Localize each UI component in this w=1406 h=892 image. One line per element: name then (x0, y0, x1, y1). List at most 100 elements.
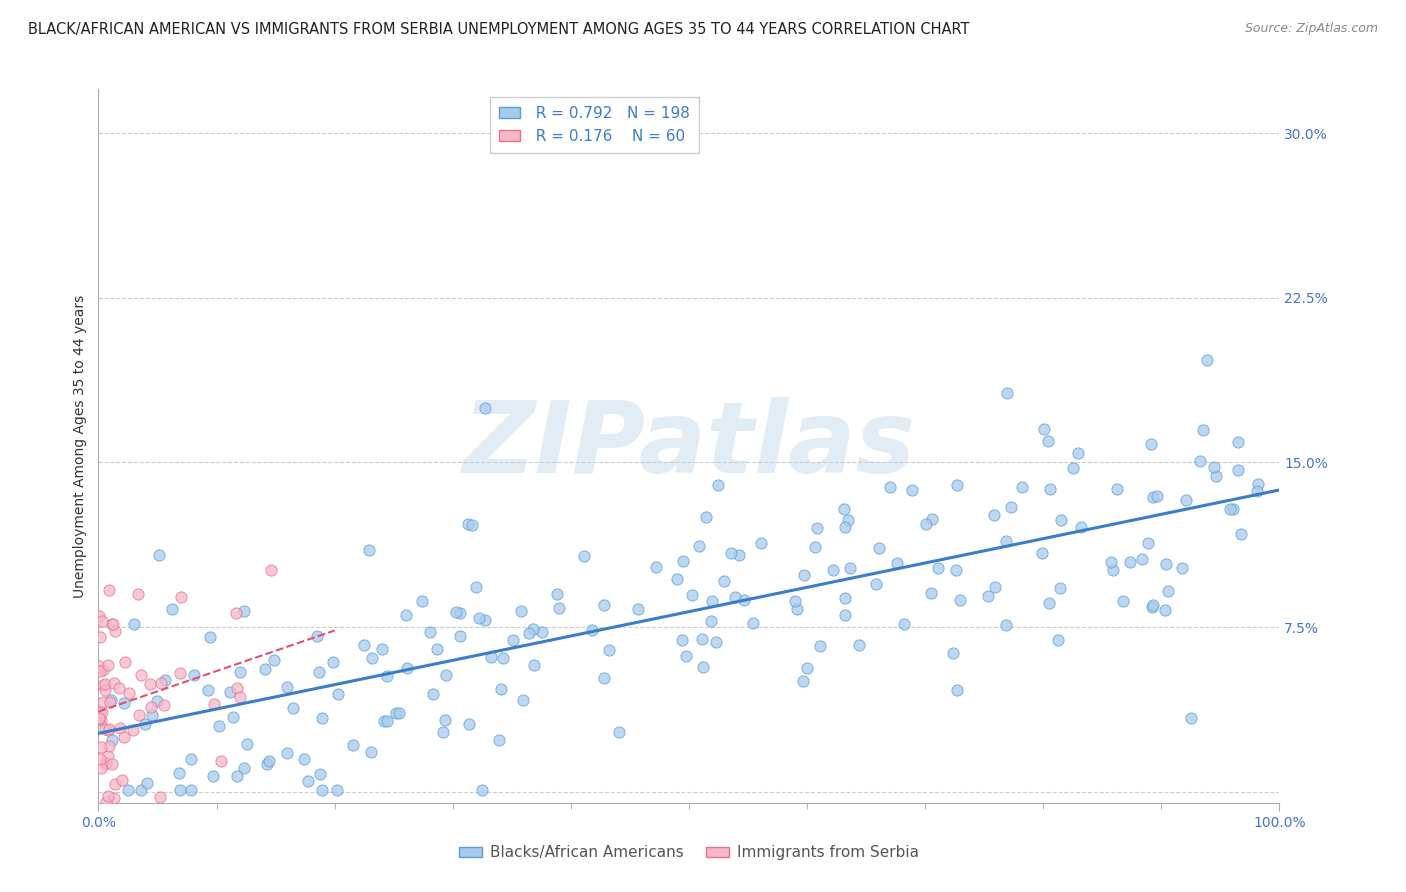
Point (713, 574, 735, 589)
Point (1195, 353, 1218, 368)
Point (98, 695, 121, 709)
Point (153, 673, 176, 687)
Point (117, 782, 139, 797)
Point (1070, 520, 1092, 534)
Point (103, 675, 125, 690)
Point (1049, 513, 1071, 527)
Point (202, 769, 225, 783)
Point (786, 602, 808, 616)
Point (1202, 460, 1225, 475)
Point (1246, 483, 1268, 498)
Point (808, 639, 831, 653)
Point (141, 707, 163, 722)
Point (87, 711, 110, 725)
Point (785, 594, 807, 608)
Point (724, 591, 747, 605)
Point (474, 401, 496, 415)
Point (492, 651, 515, 665)
Point (832, 502, 855, 516)
Point (276, 680, 298, 694)
Point (89, 751, 111, 765)
Point (101, 733, 124, 747)
Point (153, 698, 176, 712)
Point (465, 580, 488, 594)
Point (108, 681, 131, 696)
Point (645, 560, 668, 574)
Point (149, 675, 172, 690)
Point (97, 658, 120, 673)
Point (688, 539, 710, 553)
Point (522, 622, 544, 636)
Point (385, 706, 408, 721)
Point (360, 745, 382, 759)
Text: Source: ZipAtlas.com: Source: ZipAtlas.com (1244, 22, 1378, 36)
Point (886, 557, 908, 571)
Point (219, 685, 242, 699)
Point (444, 605, 467, 619)
Point (479, 650, 502, 665)
Point (305, 629, 328, 643)
Point (793, 568, 815, 582)
Point (531, 625, 554, 640)
Point (162, 601, 184, 615)
Point (297, 774, 319, 789)
Point (681, 588, 703, 602)
Point (169, 665, 191, 680)
Point (915, 517, 938, 532)
Point (128, 708, 150, 723)
Point (1099, 555, 1122, 569)
Point (97, 739, 120, 753)
Point (308, 665, 330, 679)
Point (180, 782, 202, 797)
Point (519, 626, 541, 640)
Point (593, 671, 616, 685)
Point (388, 706, 411, 721)
Point (457, 517, 479, 532)
Point (984, 580, 1007, 594)
Point (927, 561, 949, 575)
Point (139, 677, 162, 691)
Point (945, 477, 967, 491)
Point (1205, 468, 1227, 483)
Point (946, 682, 969, 697)
Point (360, 650, 382, 665)
Point (1174, 493, 1197, 508)
Point (1219, 502, 1241, 516)
Point (395, 661, 418, 675)
Point (207, 719, 229, 733)
Point (949, 593, 972, 607)
Point (89, 630, 111, 644)
Point (233, 604, 256, 618)
Point (326, 687, 349, 701)
Point (893, 616, 915, 631)
Point (1139, 436, 1161, 450)
Point (87, 712, 110, 726)
Point (1011, 480, 1033, 494)
Point (129, 782, 152, 797)
Point (1142, 599, 1164, 613)
Point (122, 723, 145, 737)
Point (91, 696, 114, 710)
Point (90, 739, 112, 754)
Point (167, 766, 190, 780)
Point (704, 634, 727, 648)
Point (202, 697, 225, 711)
Point (94, 756, 117, 770)
Point (945, 563, 967, 577)
Point (1038, 482, 1060, 496)
Point (796, 661, 818, 675)
Point (433, 713, 456, 727)
Point (236, 737, 259, 751)
Point (225, 606, 247, 620)
Point (626, 602, 648, 616)
Point (180, 752, 202, 766)
Point (112, 696, 135, 710)
Point (198, 630, 221, 644)
Point (901, 483, 924, 497)
Point (742, 615, 765, 630)
Point (89, 609, 111, 624)
Text: ZIPatlas: ZIPatlas (463, 398, 915, 494)
Point (91, 706, 114, 720)
Point (94, 795, 117, 809)
Point (581, 624, 603, 638)
